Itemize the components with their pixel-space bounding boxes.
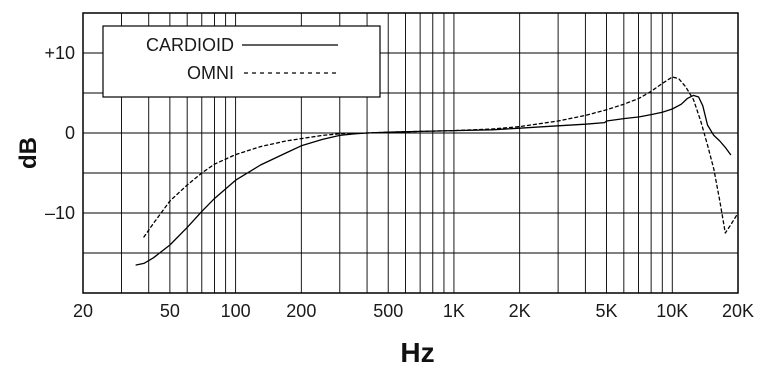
y-tick-labels: +10 0 –10: [44, 43, 75, 223]
legend-label-omni: OMNI: [187, 63, 234, 83]
y-axis-title: dB: [15, 137, 42, 169]
plot-frame: [82, 12, 739, 294]
x-tick-label: 200: [286, 301, 316, 321]
x-tick-label: 1K: [443, 301, 465, 321]
x-tick-label: 2K: [509, 301, 531, 321]
legend-box: [102, 25, 381, 98]
series-group: [135, 76, 739, 266]
legend-label-cardioid: CARDIOID: [146, 35, 234, 55]
x-tick-label: 20: [73, 301, 93, 321]
x-tick-labels: 20 50 100 200 500 1K 2K 5K 10K 20K: [73, 301, 754, 321]
series-line-omni: [143, 76, 739, 238]
x-tick-label: 500: [373, 301, 403, 321]
y-tick-label: –10: [45, 203, 75, 223]
x-tick-label: 100: [221, 301, 251, 321]
legend: CARDIOID OMNI: [102, 25, 381, 98]
x-tick-label: 50: [160, 301, 180, 321]
x-axis-title: Hz: [400, 337, 434, 368]
x-tick-label: 10K: [656, 301, 688, 321]
series-line-cardioid: [135, 94, 732, 266]
y-tick-label: 0: [65, 123, 75, 143]
x-tick-label: 20K: [722, 301, 754, 321]
y-tick-label: +10: [44, 43, 75, 63]
x-tick-label: 5K: [596, 301, 618, 321]
